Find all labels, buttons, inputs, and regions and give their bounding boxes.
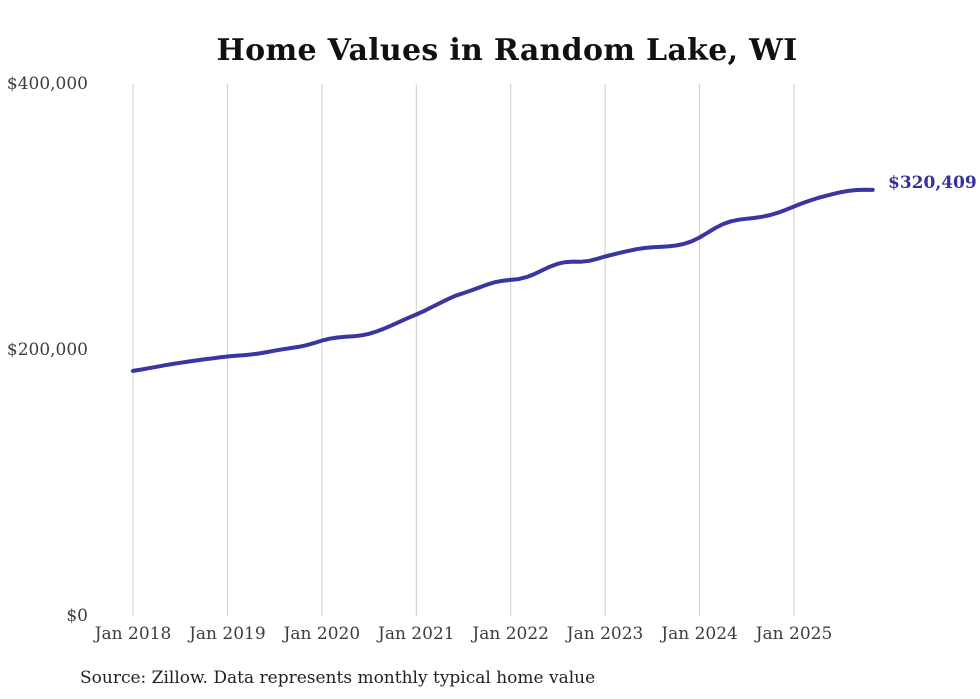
x-tick-label: Jan 2018 [94, 624, 172, 644]
home-value-line-series [131, 187, 875, 373]
end-value-label: $320,409 [888, 173, 977, 193]
x-tick-label: Jan 2021 [378, 624, 455, 644]
y-tick-label: $400,000 [6, 74, 88, 94]
x-tick-label: Jan 2020 [283, 624, 361, 644]
source-note: Source: Zillow. Data represents monthly … [80, 668, 596, 688]
x-tick-label: Jan 2019 [189, 624, 266, 644]
x-tick-label: Jan 2024 [661, 624, 738, 644]
y-tick-label: $200,000 [6, 340, 88, 360]
gridlines-group [132, 84, 795, 616]
y-tick-label: $0 [66, 606, 88, 626]
chart-title: Home Values in Random Lake, WI [216, 33, 798, 68]
x-tick-label: Jan 2022 [472, 624, 549, 644]
x-tick-label: Jan 2025 [755, 624, 833, 644]
x-tick-label: Jan 2023 [566, 624, 644, 644]
